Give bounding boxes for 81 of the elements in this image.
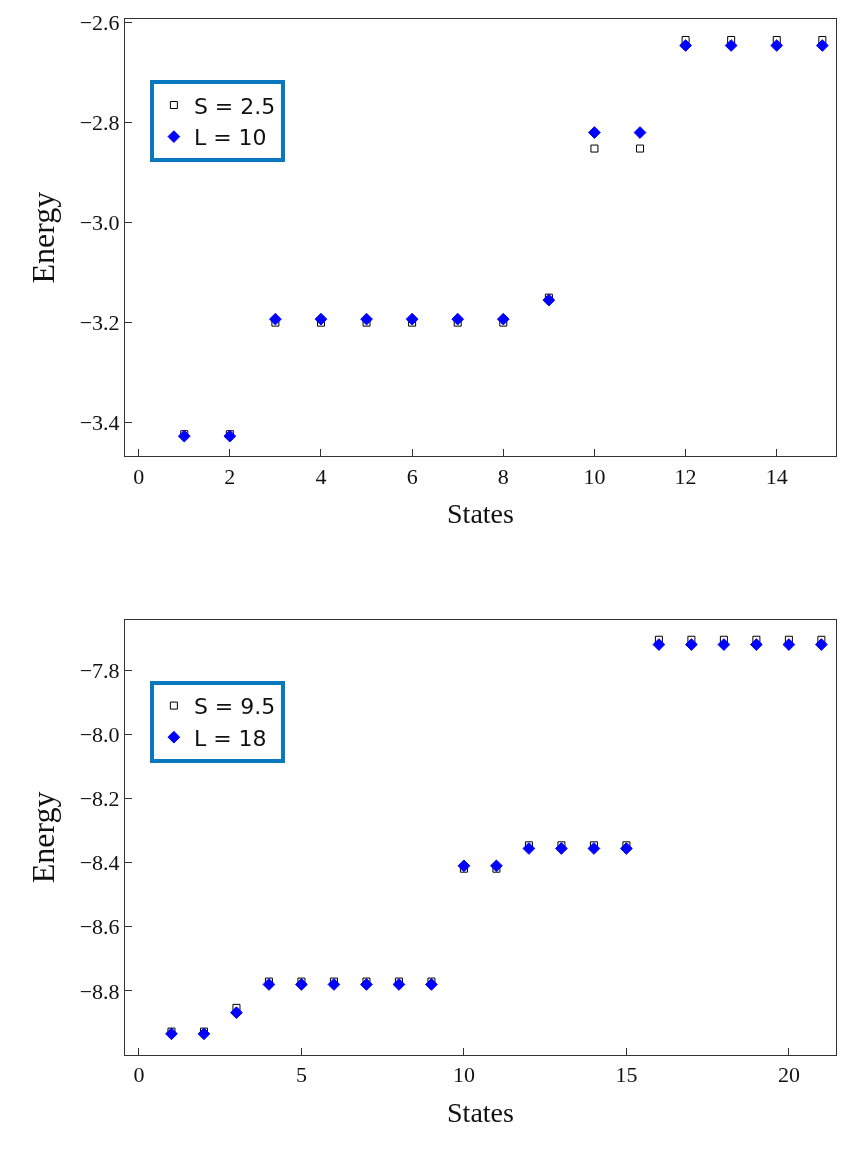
point (360, 978, 373, 991)
point (542, 293, 556, 307)
y-tick-label: −2.8 (79, 110, 120, 136)
point (165, 1027, 178, 1041)
point (588, 126, 601, 139)
point (685, 638, 698, 651)
point (405, 312, 419, 326)
point (687, 635, 696, 644)
point (522, 842, 536, 855)
point (327, 978, 341, 991)
x-tick-label: 5 (295, 1062, 307, 1088)
point (425, 978, 438, 991)
point (818, 36, 827, 45)
point (269, 312, 282, 326)
point (815, 39, 829, 52)
point (652, 638, 666, 651)
point (782, 638, 796, 651)
point (451, 312, 465, 326)
x-tick-label: 8 (497, 463, 509, 489)
y-tick-label: −7.8 (79, 657, 120, 683)
x-axis-title: States (447, 1096, 514, 1128)
point (392, 978, 406, 991)
x-tick-label: 2 (224, 463, 236, 489)
point (817, 635, 826, 644)
point (295, 978, 308, 991)
legend-label: S = 9.5 (193, 694, 276, 720)
x-tick-label: 6 (406, 463, 418, 489)
x-tick-label: 4 (315, 463, 327, 489)
x-axis-title: States (447, 497, 514, 529)
legend-label: L = 10 (193, 125, 267, 151)
y-tick-label: −8.6 (79, 914, 120, 940)
legend-label: S = 2.5 (193, 93, 276, 119)
point (719, 635, 728, 644)
legend-label: L = 18 (193, 725, 267, 751)
x-tick-label: 0 (133, 1062, 145, 1088)
point (177, 429, 191, 443)
x-tick-label: 10 (583, 463, 606, 489)
point (496, 312, 510, 326)
y-axis-title: Energy (24, 191, 61, 284)
point (457, 859, 471, 873)
point (727, 36, 736, 45)
x-tick-label: 15 (615, 1062, 638, 1088)
point (750, 638, 763, 651)
point (314, 312, 328, 326)
point (724, 39, 738, 52)
y-tick-label: −3.0 (79, 210, 120, 236)
y-tick-label: −8.0 (79, 722, 120, 748)
point (555, 842, 568, 855)
point (223, 429, 237, 443)
point (752, 635, 761, 644)
x-tick-label: 12 (674, 463, 697, 489)
point (633, 126, 647, 139)
point (681, 36, 690, 45)
point (490, 859, 503, 873)
x-tick-label: 20 (777, 1062, 800, 1088)
x-tick-label: 14 (765, 463, 788, 489)
point (679, 39, 692, 52)
point (262, 978, 276, 991)
y-tick-label: −3.2 (79, 310, 120, 336)
y-axis-title: Energy (24, 791, 61, 884)
point (654, 635, 663, 644)
y-tick-label: −8.4 (79, 850, 120, 876)
point (815, 638, 828, 651)
point (770, 39, 784, 52)
point (590, 144, 599, 153)
point (587, 842, 601, 855)
y-tick-label: −8.2 (79, 786, 120, 812)
point (232, 1003, 241, 1012)
point (197, 1027, 211, 1041)
y-tick-label: −2.6 (79, 10, 120, 36)
point (230, 1006, 243, 1020)
point (717, 638, 731, 651)
point (784, 635, 793, 644)
point (772, 36, 781, 45)
point (360, 312, 373, 326)
point (620, 842, 633, 855)
point (636, 144, 645, 153)
x-tick-label: 0 (133, 463, 145, 489)
x-tick-label: 10 (452, 1062, 475, 1088)
y-tick-label: −3.4 (79, 410, 120, 436)
y-tick-label: −8.8 (79, 978, 120, 1004)
